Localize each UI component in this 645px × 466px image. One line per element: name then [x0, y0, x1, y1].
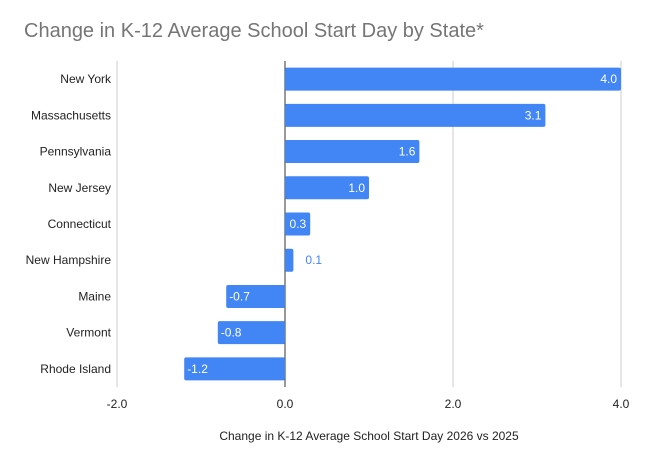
category-label: New Hampshire [26, 253, 112, 267]
category-label: New York [60, 72, 112, 86]
category-label: Massachusetts [31, 108, 111, 122]
data-label: -0.8 [221, 326, 242, 340]
bar-new-hampshire [285, 248, 294, 272]
data-label: 0.3 [290, 217, 307, 231]
bar-new-jersey [285, 176, 369, 200]
category-label: Connecticut [48, 217, 112, 231]
data-label: -0.7 [229, 289, 250, 303]
x-axis-label: Change in K-12 Average School Start Day … [219, 429, 519, 443]
x-tick-label: 2.0 [445, 397, 462, 411]
bars: 4.0 3.1 1.6 1.0 0.3 0.1 -0.7 -0.8 -1.2 [184, 67, 621, 381]
bar-maine [226, 284, 285, 308]
category-label: Rhode Island [40, 362, 111, 376]
category-labels: New York Massachusetts Pennsylvania New Jer… [26, 72, 112, 376]
chart-title: Change in K-12 Average School Start Day … [24, 20, 484, 42]
data-label: 4.0 [600, 72, 617, 86]
category-label: Vermont [66, 326, 111, 340]
bar-vermont [217, 321, 285, 345]
bar-massachusetts [285, 103, 546, 127]
bar-pennsylvania [285, 140, 420, 164]
data-label: 3.1 [525, 108, 542, 122]
category-label: Pennsylvania [40, 145, 112, 159]
category-label: New Jersey [48, 181, 111, 195]
category-label: Maine [78, 289, 111, 303]
x-tick-label: -2.0 [107, 397, 128, 411]
data-label: 1.6 [399, 145, 416, 159]
bar-new-york [285, 67, 621, 91]
x-tick-labels: -2.0 0.0 2.0 4.0 [107, 397, 630, 411]
bar-connecticut [285, 212, 311, 236]
x-tick-label: 4.0 [613, 397, 630, 411]
x-tick-label: 0.0 [277, 397, 294, 411]
data-label: 1.0 [348, 181, 365, 195]
data-label: -1.2 [187, 362, 208, 376]
bar-rhode-island [184, 357, 285, 381]
data-label: 0.1 [305, 253, 322, 267]
